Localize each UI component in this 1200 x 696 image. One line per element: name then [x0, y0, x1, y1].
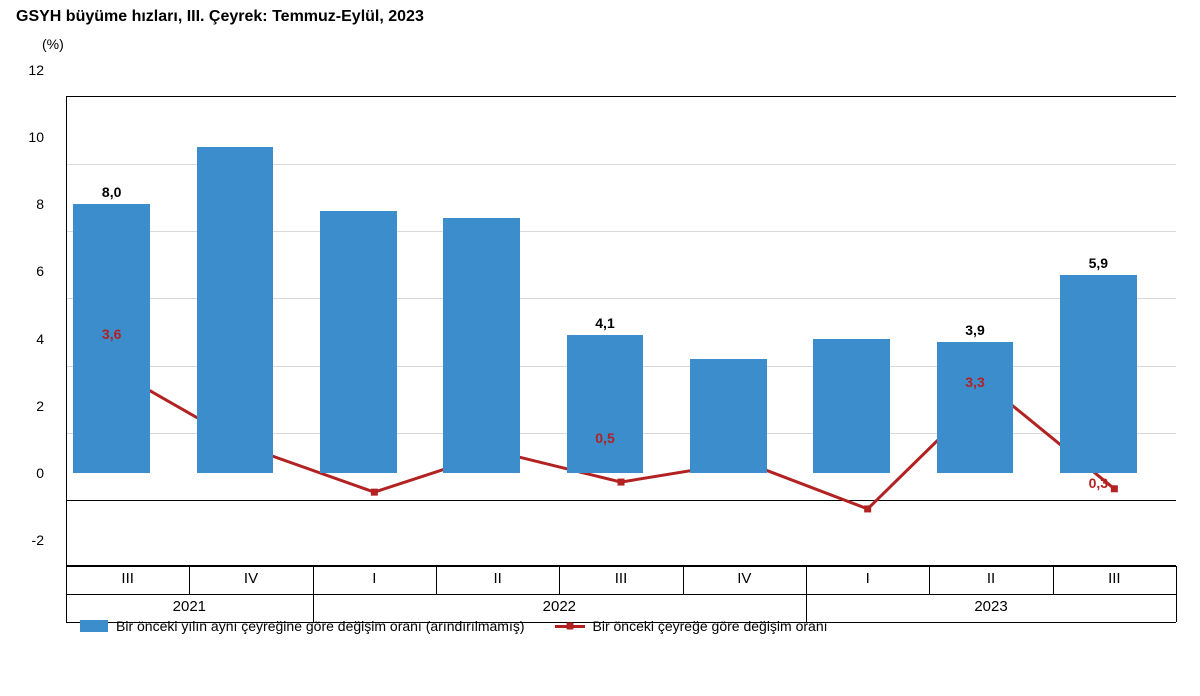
- x-axis-quarter-sep: [189, 566, 190, 594]
- bar-value-label: 4,1: [595, 315, 614, 331]
- x-quarter-label: I: [866, 570, 870, 587]
- x-quarter-label: II: [987, 570, 995, 587]
- bar: [443, 218, 519, 473]
- x-quarter-label: III: [121, 570, 134, 587]
- legend-item-bar: Bir önceki yılın aynı çeyreğine göre değ…: [80, 618, 525, 634]
- bar: [813, 339, 889, 473]
- line-marker: [618, 479, 625, 486]
- x-quarter-label: IV: [244, 570, 258, 587]
- y-tick-label: 2: [0, 398, 44, 414]
- x-axis-quarter-sep: [66, 566, 67, 594]
- x-axis-quarter-sep: [1053, 566, 1054, 594]
- legend-line-swatch: [555, 625, 585, 628]
- line-marker: [864, 505, 871, 512]
- chart-container: GSYH büyüme hızları, III. Çeyrek: Temmuz…: [0, 0, 1200, 670]
- chart-title: GSYH büyüme hızları, III. Çeyrek: Temmuz…: [16, 8, 1184, 26]
- legend-line-label: Bir önceki çeyreğe göre değişim oranı: [593, 618, 828, 634]
- bar: [937, 342, 1013, 473]
- bar-value-label: 3,9: [965, 322, 984, 338]
- x-year-label: 2022: [543, 598, 576, 615]
- bar: [320, 211, 396, 473]
- y-tick-label: 8: [0, 196, 44, 212]
- line-marker: [371, 489, 378, 496]
- x-axis-rule: [66, 566, 1176, 567]
- x-axis-quarter-sep: [929, 566, 930, 594]
- x-year-label: 2021: [173, 598, 206, 615]
- legend-bar-swatch: [80, 620, 108, 632]
- x-axis: IIIIVIIIIIIIVIIIIII202120222023: [66, 566, 1176, 622]
- x-axis-quarter-sep: [436, 566, 437, 594]
- x-axis-quarter-sep: [1176, 566, 1177, 594]
- y-tick-label: 4: [0, 331, 44, 347]
- x-quarter-label: III: [1108, 570, 1121, 587]
- bar: [197, 147, 273, 473]
- legend: Bir önceki yılın aynı çeyreğine göre değ…: [80, 618, 828, 634]
- y-tick-label: -2: [0, 532, 44, 548]
- x-axis-rule: [66, 594, 1176, 595]
- x-axis-year-sep: [1176, 594, 1177, 622]
- y-tick-label: 6: [0, 263, 44, 279]
- legend-item-line: Bir önceki çeyreğe göre değişim oranı: [555, 618, 828, 634]
- x-year-label: 2023: [974, 598, 1007, 615]
- line-value-label: 3,3: [965, 374, 984, 390]
- line-value-label: 0,5: [595, 430, 614, 446]
- bar-value-label: 8,0: [102, 184, 121, 200]
- x-axis-quarter-sep: [683, 566, 684, 594]
- bar: [567, 335, 643, 473]
- x-quarter-label: I: [372, 570, 376, 587]
- bar-value-label: 5,9: [1089, 255, 1108, 271]
- x-quarter-label: II: [493, 570, 501, 587]
- line-value-label: 0,3: [1089, 475, 1108, 491]
- legend-bar-label: Bir önceki yılın aynı çeyreğine göre değ…: [116, 618, 525, 634]
- y-tick-label: 0: [0, 465, 44, 481]
- x-axis-quarter-sep: [806, 566, 807, 594]
- line-value-label: 3,6: [102, 326, 121, 342]
- bar: [690, 359, 766, 473]
- line-marker: [1111, 485, 1118, 492]
- y-tick-label: 10: [0, 129, 44, 145]
- x-axis-quarter-sep: [559, 566, 560, 594]
- x-axis-year-sep: [66, 594, 67, 622]
- bar: [1060, 275, 1136, 473]
- x-axis-quarter-sep: [313, 566, 314, 594]
- x-quarter-label: IV: [737, 570, 751, 587]
- y-tick-label: 12: [0, 62, 44, 78]
- x-quarter-label: III: [615, 570, 628, 587]
